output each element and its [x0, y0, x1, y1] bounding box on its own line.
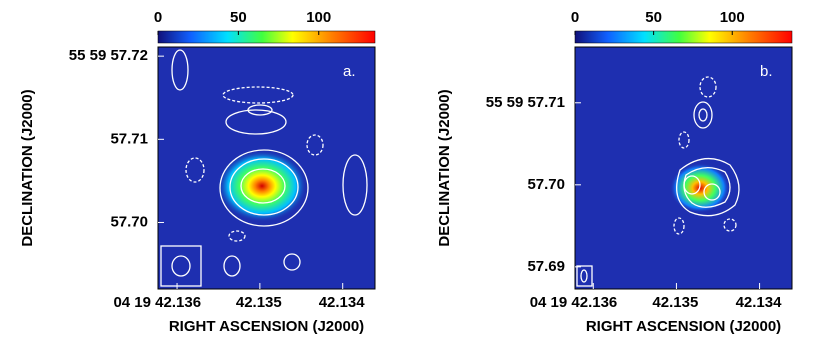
- panel-a: 0 50 100 04 19 42.136 42.135 42.134 55 59 57.7…: [19, 9, 376, 335]
- colorbar: [157, 30, 376, 44]
- panel-b: 0 50 100 04 19 42.136 42.135 42.134 55 59 57.7…: [436, 9, 793, 335]
- x-tick-label: 42.134: [319, 294, 366, 311]
- panel-label: a.: [343, 63, 356, 80]
- x-tick-label: 42.135: [236, 294, 282, 311]
- x-tick-label: 42.134: [736, 294, 783, 311]
- x-tick-label: 04 19 42.136: [530, 294, 618, 311]
- colorbar-tick-label: 50: [230, 9, 247, 26]
- colorbar-tick-label: 100: [720, 9, 745, 26]
- y-tick-label: 57.71: [110, 130, 148, 147]
- frame: [574, 46, 793, 290]
- y-tick-label: 55 59 57.71: [486, 94, 565, 111]
- colorbar-tick-label: 100: [306, 9, 331, 26]
- contours: [576, 76, 740, 287]
- panel-label: b.: [760, 63, 773, 80]
- x-axis-label: RIGHT ASCENSION (J2000): [169, 318, 364, 335]
- frame: [157, 46, 376, 290]
- x-tick-label: 04 19 42.136: [113, 294, 201, 311]
- colorbar-tick-label: 0: [571, 9, 579, 26]
- x-tick-label: 42.135: [652, 294, 698, 311]
- colorbar-tick-label: 0: [154, 9, 162, 26]
- colorbar: [574, 30, 793, 44]
- y-tick-label: 55 59 57.72: [69, 47, 148, 64]
- contours: [160, 49, 368, 287]
- y-tick-label: 57.69: [527, 258, 565, 275]
- colorbar-tick-label: 50: [645, 9, 662, 26]
- y-axis-label: DECLINATION (J2000): [436, 89, 453, 246]
- y-tick-label: 57.70: [110, 213, 148, 230]
- y-tick-label: 57.70: [527, 176, 565, 193]
- x-axis-label: RIGHT ASCENSION (J2000): [586, 318, 781, 335]
- y-axis-label: DECLINATION (J2000): [19, 89, 36, 246]
